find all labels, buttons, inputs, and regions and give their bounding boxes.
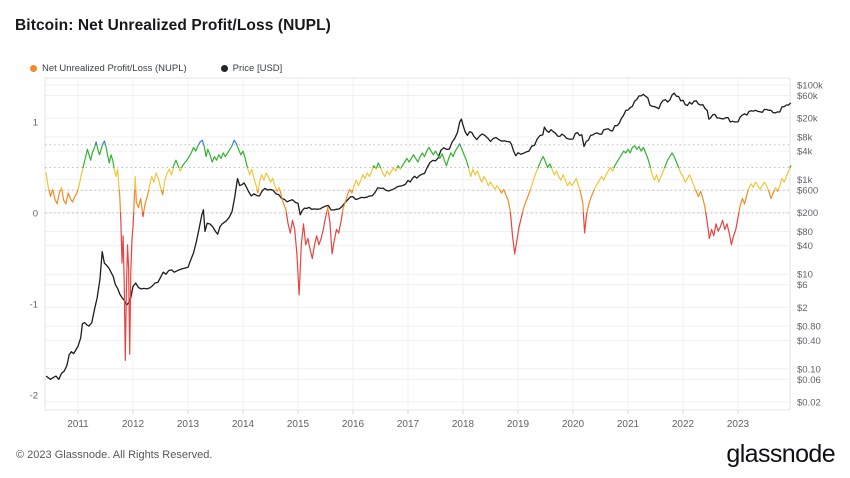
price-tick-label: $0.02 xyxy=(797,397,821,408)
price-tick-label: $0.80 xyxy=(797,322,821,333)
price-tick-label: $200 xyxy=(797,208,818,219)
price-tick-label: $60k xyxy=(797,91,818,102)
price-tick-label: $600 xyxy=(797,186,818,197)
price-tick-label: $4k xyxy=(797,147,813,158)
year-tick-label: 2015 xyxy=(287,419,310,430)
price-tick-label: $6 xyxy=(797,280,808,291)
price-tick-label: $0.40 xyxy=(797,336,821,347)
nupl-tick-label: 1 xyxy=(33,118,38,129)
price-tick-label: $40 xyxy=(797,241,813,252)
year-tick-label: 2022 xyxy=(672,419,695,430)
glassnode-logo: glassnode xyxy=(726,440,835,468)
nupl-series-path xyxy=(119,212,740,361)
year-tick-label: 2012 xyxy=(122,419,145,430)
price-tick-label: $10 xyxy=(797,270,813,281)
price-tick-label: $80 xyxy=(797,227,813,238)
price-tick-label: $1k xyxy=(797,175,813,186)
legend-dot-nupl-icon xyxy=(30,65,37,72)
year-tick-label: 2016 xyxy=(342,419,365,430)
legend-item-nupl[interactable]: Net Unrealized Profit/Loss (NUPL) xyxy=(30,63,187,74)
nupl-tick-label: -2 xyxy=(30,391,38,402)
price-tick-label: $0.10 xyxy=(797,364,821,375)
legend-label-price: Price [USD] xyxy=(232,63,283,74)
price-tick-label: $20k xyxy=(797,114,818,125)
year-tick-label: 2021 xyxy=(617,419,640,430)
price-tick-label: $0.06 xyxy=(797,375,821,386)
year-tick-label: 2023 xyxy=(727,419,750,430)
year-tick-label: 2014 xyxy=(232,419,255,430)
year-tick-label: 2019 xyxy=(507,419,530,430)
nupl-series-path xyxy=(82,144,792,169)
year-tick-label: 2013 xyxy=(177,419,200,430)
nupl-series-path xyxy=(48,189,779,214)
legend-label-nupl: Net Unrealized Profit/Loss (NUPL) xyxy=(42,63,187,74)
price-series-path xyxy=(45,92,792,380)
year-tick-label: 2018 xyxy=(452,419,475,430)
price-tick-label: $2 xyxy=(797,303,808,314)
year-tick-label: 2017 xyxy=(397,419,420,430)
price-tick-label: $8k xyxy=(797,132,813,143)
copyright-text: © 2023 Glassnode. All Rights Reserved. xyxy=(16,449,213,461)
price-tick-label: $100k xyxy=(797,81,823,92)
legend-dot-price-icon xyxy=(220,65,228,72)
year-tick-label: 2011 xyxy=(67,419,89,430)
chart-legend: Net Unrealized Profit/Loss (NUPL) Price … xyxy=(30,63,316,74)
legend-item-price[interactable]: Price [USD] xyxy=(220,63,283,74)
nupl-series-path xyxy=(45,166,791,191)
nupl-tick-label: 0 xyxy=(33,209,38,220)
nupl-series-path xyxy=(94,139,461,146)
year-tick-label: 2020 xyxy=(562,419,585,430)
nupl-tick-label: -1 xyxy=(30,300,38,311)
chart-title: Bitcoin: Net Unrealized Profit/Loss (NUP… xyxy=(15,17,331,34)
